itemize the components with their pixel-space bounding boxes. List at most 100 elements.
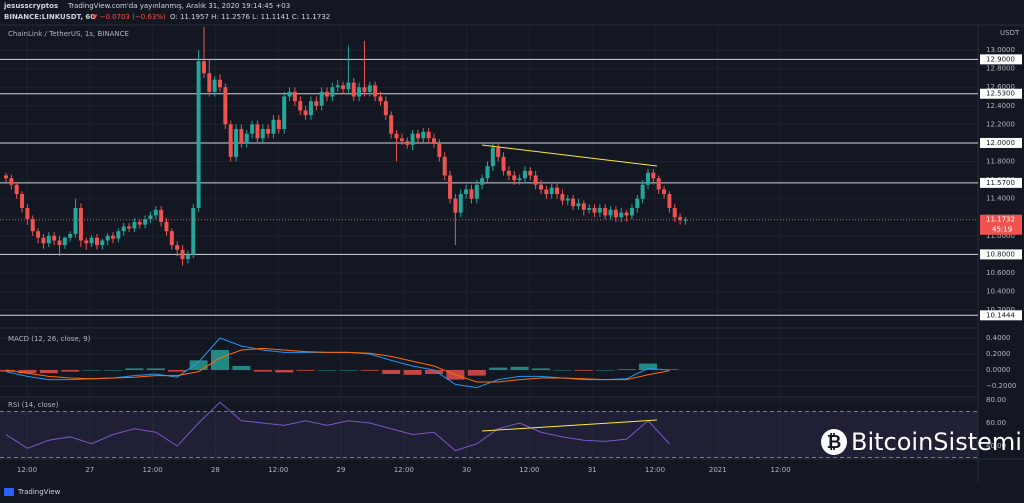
candle-body bbox=[421, 131, 426, 139]
histogram-bar bbox=[403, 370, 422, 375]
histogram-bar bbox=[339, 370, 358, 371]
brand-icon bbox=[4, 488, 14, 496]
y-tick-label: 10.2000 bbox=[986, 306, 1015, 314]
candle-body bbox=[662, 189, 667, 195]
x-tick-label: 31 bbox=[588, 466, 597, 474]
currency: USDT bbox=[1000, 29, 1020, 37]
candle-body bbox=[474, 184, 479, 199]
candle-body bbox=[619, 212, 624, 218]
histogram-bar bbox=[617, 369, 636, 370]
level-label: 12.0000 bbox=[986, 139, 1015, 147]
candle-body bbox=[292, 91, 297, 102]
candle-body bbox=[490, 147, 495, 167]
candle-body bbox=[308, 101, 313, 116]
candle-body bbox=[341, 85, 346, 90]
level-label-box bbox=[980, 54, 1022, 65]
y-tick-label: 11.8000 bbox=[986, 158, 1015, 166]
brand[interactable]: TradingView bbox=[17, 488, 61, 496]
ohlc: O: 11.1957 H: 11.2576 L: 11.1141 C: 11.1… bbox=[170, 13, 330, 21]
candle-body bbox=[46, 235, 51, 244]
pane-title: MACD (12, 26, close, 9) bbox=[8, 335, 91, 343]
histogram-bar bbox=[168, 370, 187, 372]
candle-body bbox=[62, 237, 67, 246]
histogram-bar bbox=[532, 368, 550, 370]
candle-body bbox=[458, 194, 463, 213]
histogram-bar bbox=[61, 370, 80, 372]
candle-body bbox=[410, 133, 415, 145]
x-tick-label: 12:00 bbox=[519, 466, 539, 474]
candle-body bbox=[212, 79, 217, 92]
histogram-bar bbox=[104, 370, 122, 371]
level-label: 12.9000 bbox=[986, 55, 1015, 63]
candle-body bbox=[592, 207, 597, 213]
candle-body bbox=[678, 217, 683, 221]
candle-body bbox=[52, 235, 57, 241]
plot-area: 13.0000 12.8000 12.6000 12.4000 12.2000 11.80… bbox=[0, 25, 1022, 474]
y-tick-label: 60.00 bbox=[986, 419, 1006, 427]
candle-body bbox=[25, 207, 30, 220]
histogram-bar bbox=[553, 370, 572, 371]
candle-body bbox=[506, 170, 511, 176]
candle-body bbox=[84, 240, 89, 244]
rsi-band bbox=[0, 411, 978, 458]
candle-body bbox=[437, 142, 442, 157]
level-label: 11.5700 bbox=[986, 179, 1015, 187]
y-tick-label: 13.0000 bbox=[986, 46, 1015, 54]
histogram-bar bbox=[253, 370, 272, 372]
y-tick-label: 11.0000 bbox=[986, 232, 1015, 240]
x-tick-label: 28 bbox=[211, 466, 220, 474]
candle-body bbox=[597, 207, 602, 213]
y-tick-label: 11.4000 bbox=[986, 195, 1015, 203]
level-label: 12.5300 bbox=[986, 90, 1015, 98]
candle-body bbox=[207, 73, 212, 92]
candle-body bbox=[603, 207, 608, 216]
candle-body bbox=[571, 198, 576, 207]
watermark-text: BitcoinSistemi bbox=[851, 428, 1022, 456]
candle-body bbox=[100, 240, 105, 246]
candle-body bbox=[20, 194, 25, 208]
candle-body bbox=[378, 96, 383, 102]
candle-body bbox=[539, 184, 543, 190]
histogram-bar bbox=[189, 360, 208, 370]
candle-body bbox=[453, 198, 458, 213]
histogram-bar bbox=[296, 370, 315, 371]
candle-body bbox=[116, 231, 121, 239]
pane-title: RSI (14, close) bbox=[8, 401, 59, 409]
candle-body bbox=[399, 138, 404, 142]
histogram-bar bbox=[467, 370, 486, 376]
candle-body bbox=[367, 85, 372, 92]
level-label-box bbox=[980, 177, 1022, 188]
candle-body bbox=[153, 209, 158, 216]
histogram-bar bbox=[0, 370, 15, 372]
candle-body bbox=[244, 133, 249, 143]
x-tick-label: 27 bbox=[85, 466, 94, 474]
candle-body bbox=[635, 198, 640, 208]
x-tick-label: 29 bbox=[337, 466, 346, 474]
candle-body bbox=[325, 91, 329, 97]
candle-body bbox=[405, 141, 410, 145]
candle-body bbox=[357, 87, 362, 97]
published: TradingView.com'da yayınlanmış, Aralık 3… bbox=[67, 2, 290, 10]
candle-body bbox=[196, 61, 201, 208]
candle-body bbox=[169, 231, 174, 246]
candle-body bbox=[555, 187, 560, 195]
change: ▼ −0.0703 (−0.63%) bbox=[92, 13, 166, 21]
trend-line bbox=[481, 419, 658, 432]
candle-body bbox=[185, 254, 190, 260]
candle-body bbox=[9, 178, 14, 185]
candle-body bbox=[266, 129, 271, 134]
histogram-bar bbox=[18, 370, 37, 374]
candle-body bbox=[544, 189, 549, 195]
histogram-bar bbox=[360, 370, 379, 371]
candle-body bbox=[175, 245, 180, 250]
y-tick-label: 12.4000 bbox=[986, 102, 1015, 110]
candle-body bbox=[373, 85, 378, 97]
level-label-box bbox=[980, 310, 1022, 321]
candle-body bbox=[319, 91, 324, 106]
histogram-bar bbox=[596, 370, 615, 371]
candle-body bbox=[667, 194, 672, 208]
candle-body bbox=[335, 85, 340, 88]
histogram-bar bbox=[318, 370, 336, 371]
candle-body bbox=[330, 87, 335, 97]
